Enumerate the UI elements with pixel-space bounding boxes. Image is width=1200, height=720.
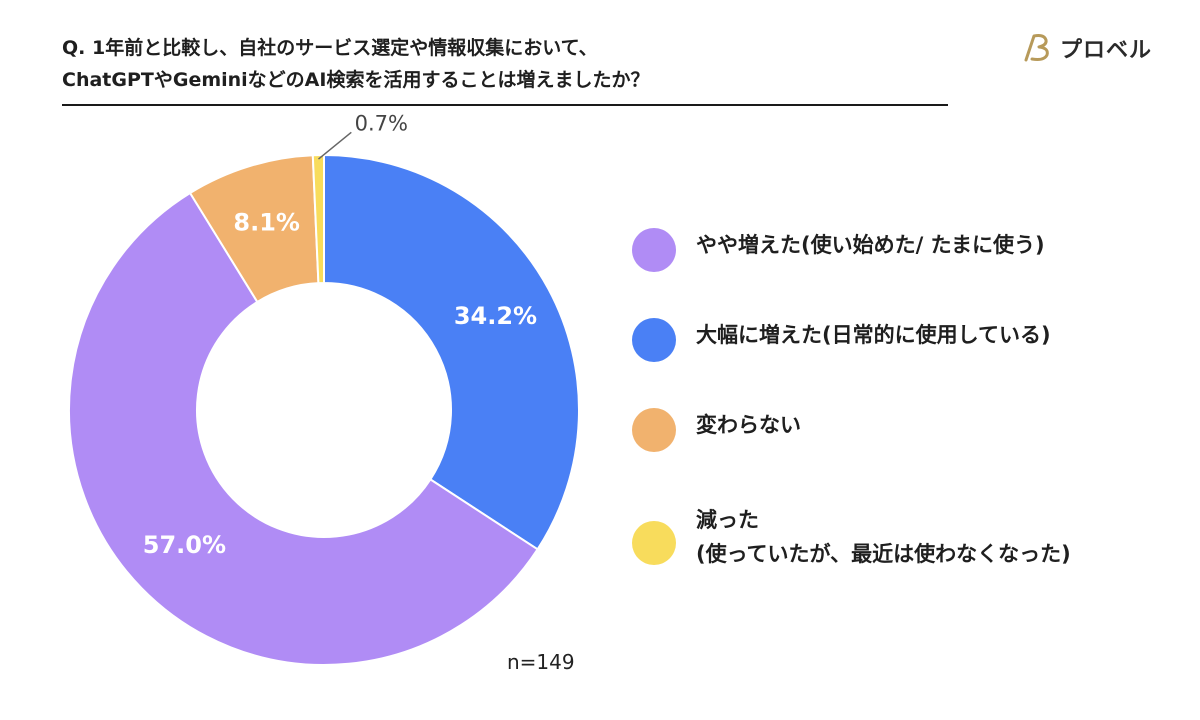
slice-value-label-3: 0.7% — [355, 111, 408, 135]
chart-title: Q. 1年前と比較し、自社のサービス選定や情報収集において、 ChatGPTやG… — [62, 37, 650, 91]
leader-line-3 — [318, 131, 352, 160]
donut-slice-0 — [323, 153, 580, 551]
slice-value-label-2: 8.1% — [233, 209, 300, 237]
legend-item-3: 減った (使っていたが、最近は使わなくなった) — [632, 503, 1071, 571]
legend-swatch-0 — [632, 318, 676, 362]
title-divider — [62, 104, 948, 106]
slice-value-label-0: 34.2% — [454, 302, 537, 330]
legend-swatch-1 — [632, 228, 676, 272]
legend-item-2: 変わらない — [632, 408, 801, 452]
donut-slice-1 — [68, 191, 539, 666]
legend-swatch-2 — [632, 408, 676, 452]
legend-label-1: やや増えた(使い始めた/ たまに使う) — [696, 233, 1045, 257]
donut-slice-3 — [311, 153, 325, 285]
legend-label-3: 減った (使っていたが、最近は使わなくなった) — [696, 508, 1071, 566]
legend-item-1: やや増えた(使い始めた/ たまに使う) — [632, 228, 1045, 272]
logo-text: プロベル — [1060, 38, 1153, 63]
legend-swatch-3 — [632, 521, 676, 565]
donut-chart: 34.2% 57.0% 8.1% 0.7% — [68, 111, 580, 666]
legend-label-2: 変わらない — [696, 413, 801, 437]
legend-label-0: 大幅に増えた(日常的に使用している) — [696, 323, 1051, 347]
legend-item-0: 大幅に増えた(日常的に使用している) — [632, 318, 1051, 362]
brand-logo: プロベル — [1020, 32, 1152, 64]
slice-value-label-1: 57.0% — [143, 531, 226, 559]
logo-mark-icon — [1024, 34, 1049, 62]
sample-size-note: n=149 — [507, 650, 575, 674]
